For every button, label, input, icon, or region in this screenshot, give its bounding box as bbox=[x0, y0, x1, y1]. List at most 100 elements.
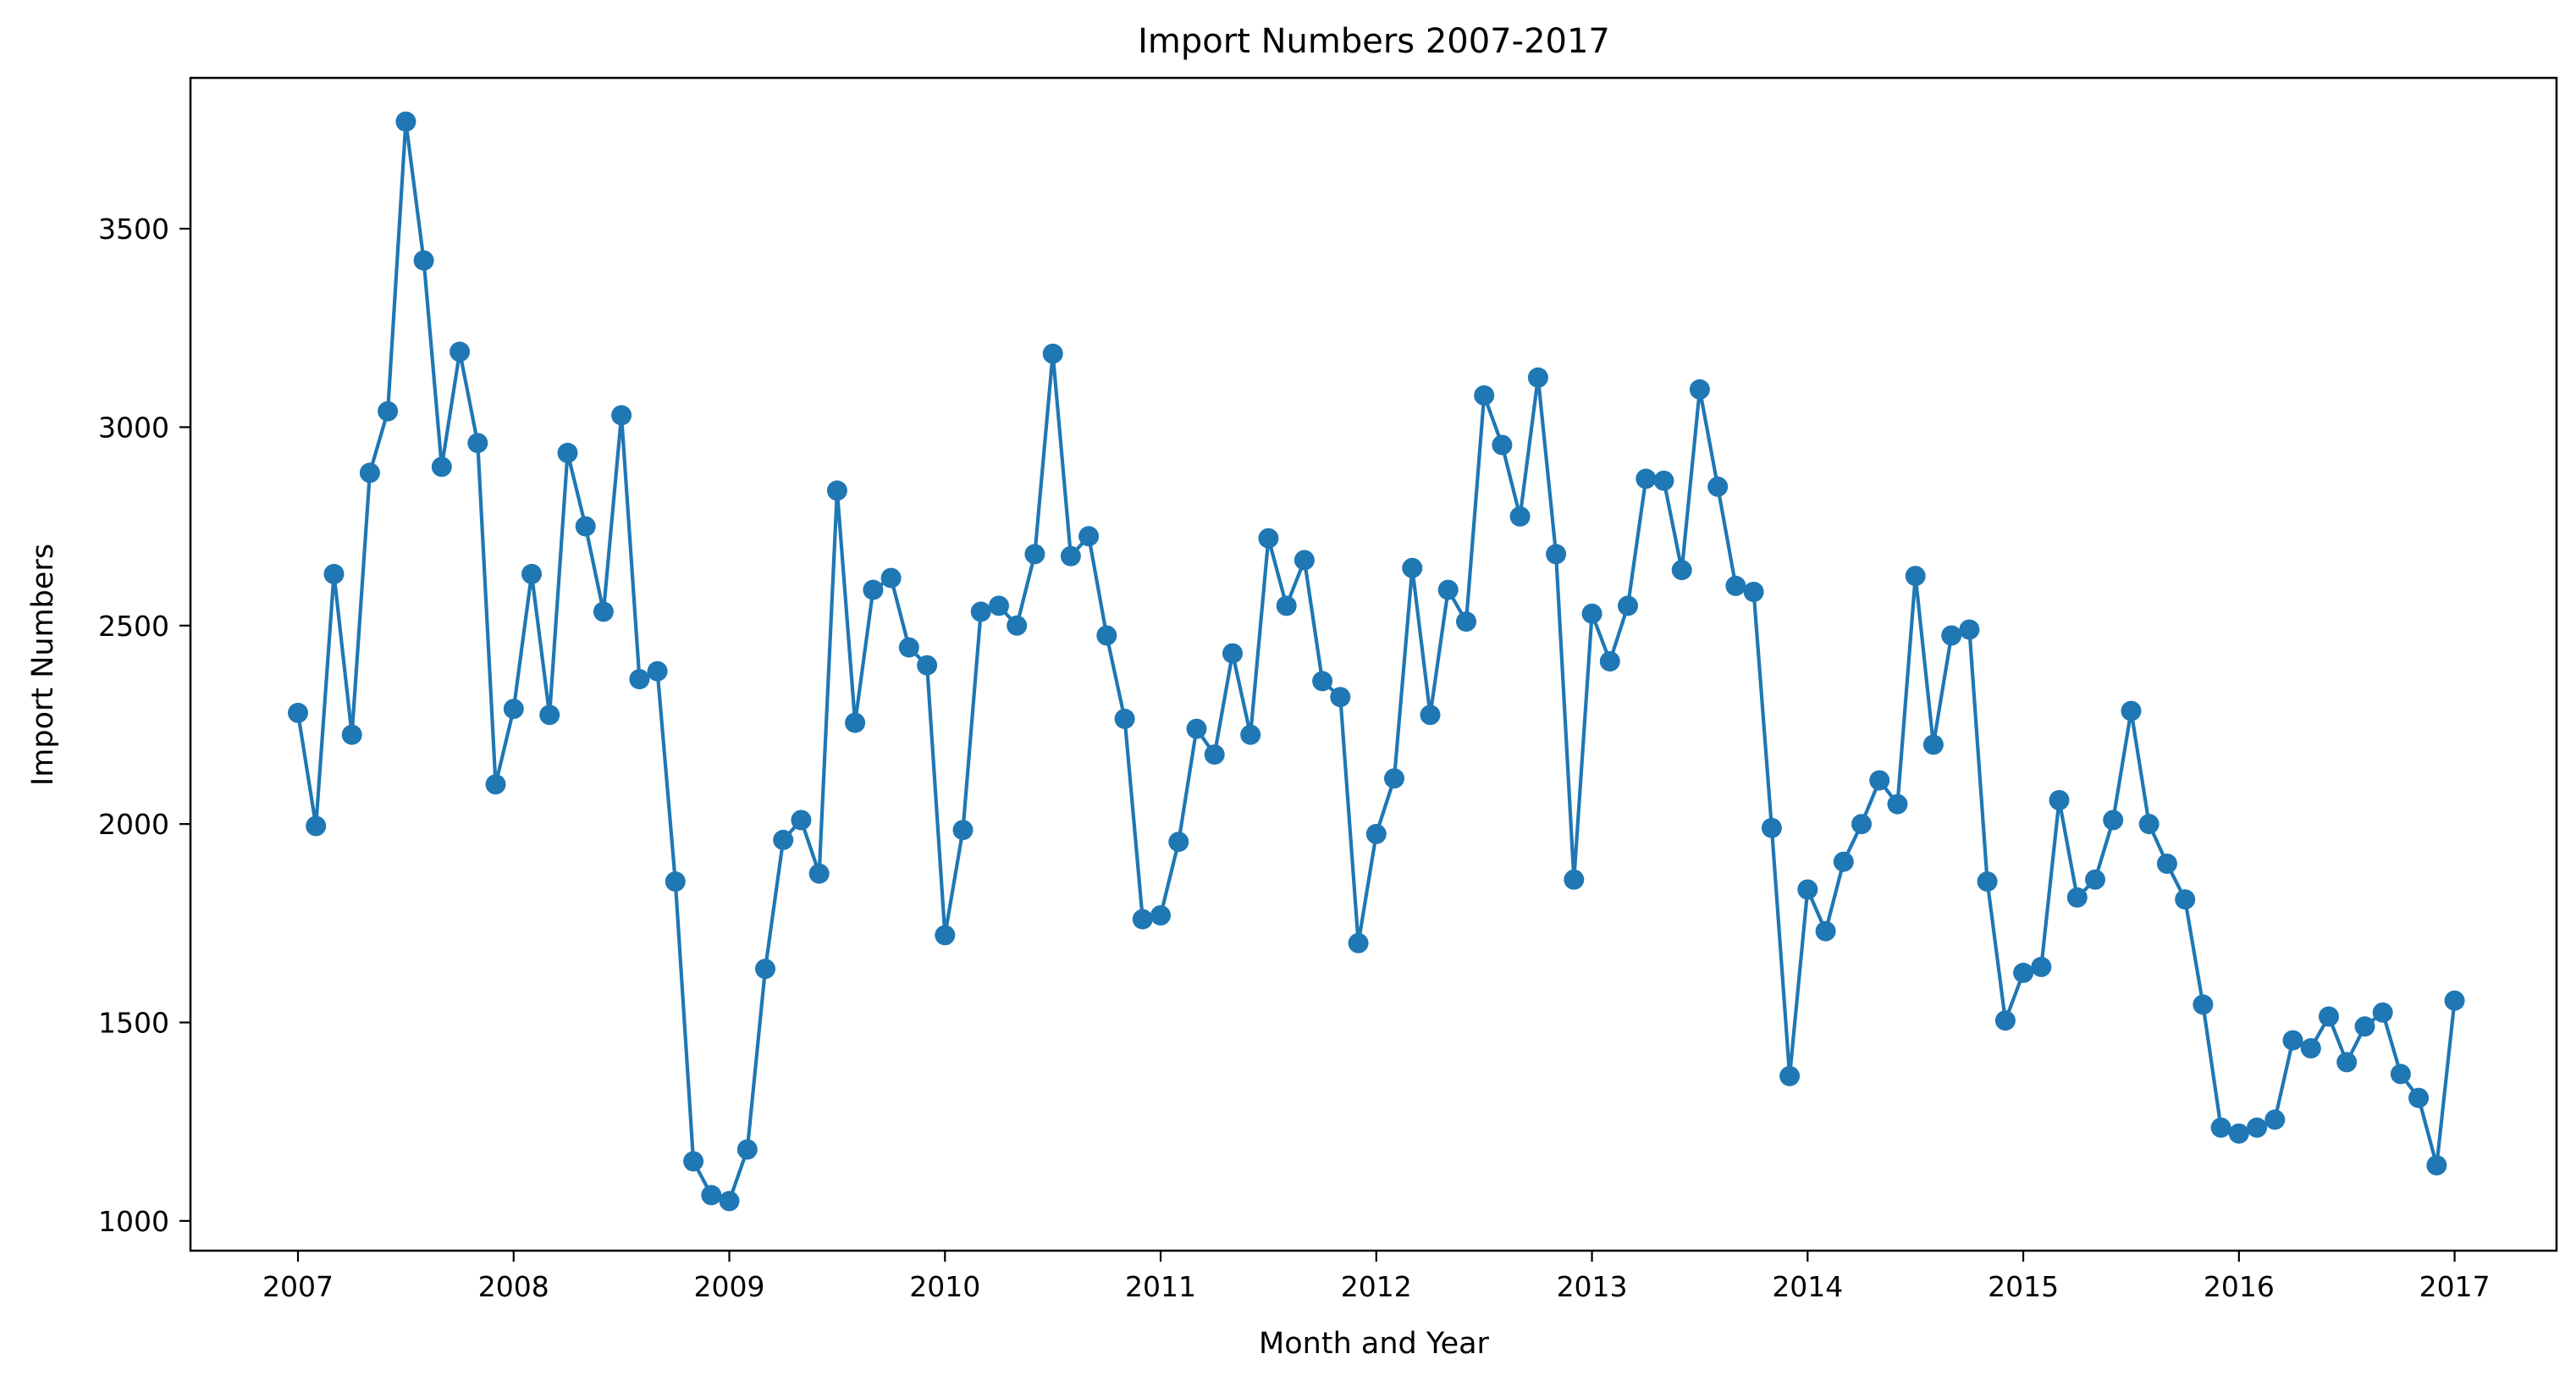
data-point bbox=[2336, 1052, 2358, 1073]
data-point bbox=[2264, 1109, 2286, 1130]
data-point bbox=[2390, 1064, 2411, 1085]
data-point bbox=[1887, 793, 1908, 815]
data-point bbox=[2319, 1006, 2339, 1027]
data-point bbox=[1222, 643, 1243, 664]
data-point bbox=[1437, 579, 1459, 600]
data-point bbox=[880, 567, 902, 589]
data-point bbox=[1546, 544, 1567, 565]
x-tick-label: 2016 bbox=[2204, 1270, 2275, 1303]
data-point bbox=[1240, 724, 1261, 745]
data-point bbox=[1007, 615, 1028, 636]
data-point bbox=[1276, 595, 1297, 616]
data-point bbox=[1492, 434, 1513, 456]
data-point bbox=[1653, 470, 1674, 491]
data-point bbox=[736, 1139, 758, 1160]
data-point bbox=[826, 480, 847, 501]
data-point bbox=[1707, 476, 1729, 497]
data-point bbox=[485, 774, 506, 795]
data-point bbox=[2103, 810, 2124, 831]
data-point bbox=[1959, 619, 1980, 640]
data-point bbox=[521, 563, 542, 584]
data-point bbox=[1761, 817, 1782, 838]
x-tick-label: 2009 bbox=[694, 1270, 765, 1303]
data-point bbox=[1922, 734, 1944, 755]
data-point bbox=[2175, 889, 2196, 910]
data-point bbox=[575, 516, 596, 537]
data-point bbox=[1851, 814, 1872, 835]
data-point bbox=[1815, 920, 1836, 942]
data-point bbox=[593, 601, 614, 622]
data-point bbox=[1402, 557, 1423, 578]
x-tick-label: 2011 bbox=[1125, 1270, 1196, 1303]
data-point bbox=[1420, 705, 1441, 726]
data-point bbox=[1330, 687, 1351, 708]
data-point bbox=[1114, 708, 1135, 729]
data-point bbox=[970, 601, 991, 622]
data-point bbox=[845, 712, 866, 733]
x-tick-label: 2012 bbox=[1341, 1270, 1412, 1303]
x-tick-label: 2010 bbox=[909, 1270, 980, 1303]
data-point bbox=[935, 925, 956, 946]
x-tick-label: 2017 bbox=[2419, 1270, 2491, 1303]
plot-area bbox=[288, 111, 2465, 1212]
data-point bbox=[2408, 1087, 2430, 1108]
data-point bbox=[1456, 611, 1476, 633]
data-point bbox=[378, 401, 399, 422]
data-point bbox=[1797, 879, 1818, 900]
data-point bbox=[1042, 343, 1063, 364]
x-axis-label: Month and Year bbox=[1259, 1327, 1490, 1361]
data-point bbox=[863, 579, 884, 600]
data-point bbox=[2354, 1016, 2375, 1037]
data-point bbox=[683, 1151, 704, 1172]
data-point bbox=[467, 433, 488, 454]
data-point bbox=[2193, 994, 2214, 1015]
data-point bbox=[1527, 367, 1548, 388]
data-point bbox=[1636, 468, 1657, 489]
data-point bbox=[755, 959, 775, 980]
data-point bbox=[1941, 625, 1962, 646]
data-point bbox=[2013, 962, 2034, 983]
data-point bbox=[1509, 506, 1531, 527]
data-point bbox=[917, 655, 938, 676]
data-point bbox=[1096, 625, 1117, 646]
data-point bbox=[1581, 603, 1602, 624]
data-point bbox=[611, 405, 632, 426]
data-point bbox=[450, 341, 471, 362]
data-point bbox=[1977, 871, 1998, 892]
data-point bbox=[1168, 832, 1189, 853]
data-point bbox=[2444, 990, 2465, 1011]
data-point bbox=[2372, 1002, 2393, 1023]
data-point bbox=[1132, 909, 1153, 930]
data-point bbox=[1725, 575, 1746, 596]
data-point bbox=[2426, 1155, 2447, 1176]
data-point bbox=[323, 563, 345, 584]
data-point bbox=[1294, 550, 1315, 571]
data-point bbox=[1384, 768, 1404, 789]
data-point bbox=[2085, 869, 2105, 890]
data-point bbox=[395, 111, 416, 132]
data-point bbox=[1258, 528, 1279, 549]
data-point bbox=[808, 863, 830, 884]
data-point bbox=[557, 442, 578, 463]
data-point bbox=[1905, 566, 1926, 587]
data-point bbox=[1994, 1010, 2016, 1031]
data-point bbox=[539, 705, 560, 726]
x-tick-label: 2008 bbox=[478, 1270, 549, 1303]
data-point bbox=[1869, 770, 1890, 791]
x-tick-label: 2014 bbox=[1772, 1270, 1843, 1303]
data-point bbox=[1024, 544, 1045, 565]
data-point bbox=[1689, 379, 1710, 400]
plot-frame bbox=[189, 76, 2558, 1252]
y-tick-label: 3000 bbox=[98, 411, 169, 444]
data-point bbox=[1671, 560, 1692, 581]
y-tick-label: 2500 bbox=[98, 610, 169, 643]
data-point bbox=[647, 660, 668, 682]
data-point bbox=[2049, 790, 2070, 810]
data-point bbox=[629, 669, 650, 690]
data-point bbox=[1186, 718, 1207, 739]
data-point bbox=[1150, 905, 1171, 926]
data-point bbox=[701, 1185, 722, 1206]
data-point bbox=[1060, 545, 1081, 566]
data-point bbox=[1599, 651, 1620, 671]
